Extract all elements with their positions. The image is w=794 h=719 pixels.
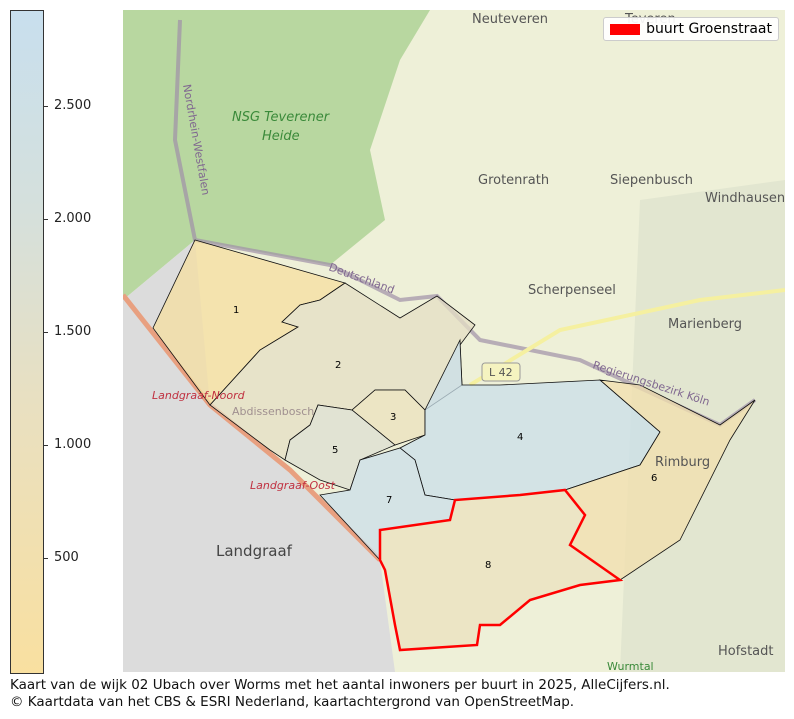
place-label: Grotenrath [478,173,549,188]
colorbar-tick: 1.500 [43,324,91,339]
place-label: Abdissenbosch [232,405,314,418]
colorbar-tick: 2.500 [43,98,91,113]
neighbourhood-6[interactable] [564,379,756,581]
place-label: Windhausen [705,191,785,206]
neighbourhood-number: 1 [233,305,239,316]
neighbourhood-number: 3 [390,412,396,423]
colorbar-tick: 1.000 [43,437,91,452]
legend-label: buurt Groenstraat [646,21,772,37]
caption-line: Kaart van de wijk 02 Ubach over Worms me… [10,677,670,693]
neighbourhood-number: 4 [517,432,523,443]
neighbourhood-number: 2 [335,360,341,371]
neighbourhood-number: 8 [485,560,491,571]
colorbar-tick: 500 [43,550,79,565]
place-label: Wurmtal [607,660,654,672]
place-label: Siepenbusch [610,173,693,188]
place-label: Marienberg [668,317,742,332]
place-label: Neuteveren [472,12,548,27]
place-label: NSG Teverener [232,110,331,125]
place-label: Landgraaf-Noord [152,389,246,402]
caption: Kaart van de wijk 02 Ubach over Worms me… [10,677,670,711]
place-label: Landgraaf-Oost [250,479,336,492]
colorbar-tick: 2.000 [43,211,91,226]
neighbourhood-number: 7 [386,495,392,506]
highway [123,293,382,562]
colorbar [10,10,44,674]
place-label: Hofstadt [718,644,774,659]
forest-area [123,10,430,300]
place-label: Scherpenseel [528,283,616,298]
road-l42 [468,288,785,387]
neighbourhood-5[interactable] [284,404,396,491]
legend-swatch [610,23,641,35]
caption-credit: © Kaartdata van het CBS & ESRI Nederland… [10,694,575,710]
neighbourhood-number: 6 [651,473,657,484]
neighbourhood-number: 5 [332,445,338,456]
road-shield [481,362,521,382]
map-legend: buurt Groenstraat [603,17,779,41]
place-label: Landgraaf [216,542,293,560]
place-label: Rimburg [655,455,710,470]
neighbourhood-8[interactable] [378,488,624,652]
road-label: L 42 [489,366,513,379]
place-label: Heide [262,129,300,144]
